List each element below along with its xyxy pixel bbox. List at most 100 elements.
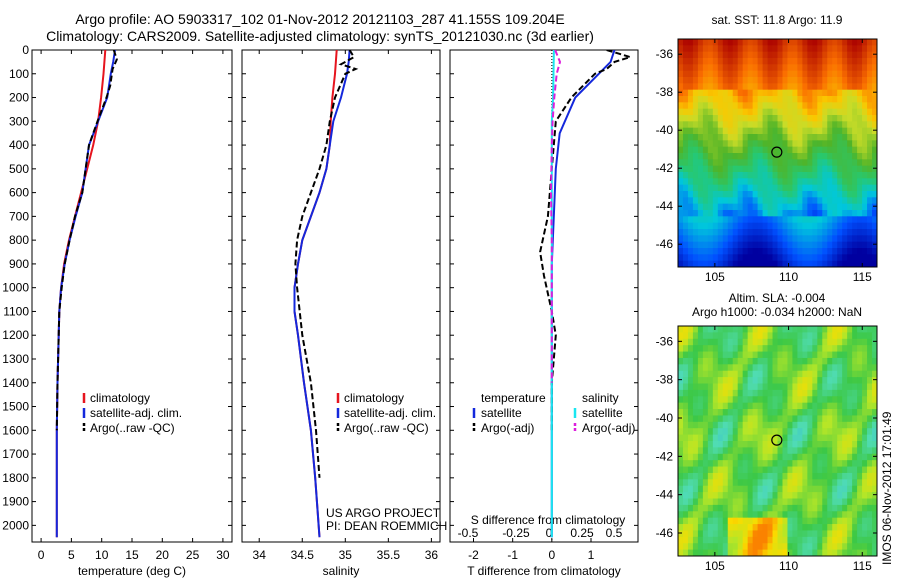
heatmap-cell bbox=[872, 511, 878, 519]
heatmap-cell bbox=[822, 434, 828, 442]
heatmap-cell bbox=[732, 165, 739, 173]
heatmap-cell bbox=[697, 421, 704, 429]
heatmap-cell bbox=[737, 453, 744, 461]
heatmap-cell bbox=[852, 460, 858, 467]
heatmap-cell bbox=[767, 159, 773, 167]
heatmap-cell bbox=[712, 83, 719, 91]
heatmap-cell bbox=[832, 172, 838, 179]
heatmap-cell bbox=[777, 396, 783, 404]
heatmap-cell bbox=[787, 434, 793, 442]
heatmap-cell bbox=[807, 260, 813, 268]
heatmap-cell bbox=[802, 197, 808, 205]
heatmap-cell bbox=[747, 415, 754, 423]
heatmap-cell bbox=[862, 517, 868, 525]
heatmap-cell bbox=[872, 524, 878, 531]
heatmap-cell bbox=[707, 396, 714, 404]
difference-legend-title: temperature bbox=[481, 391, 546, 405]
heatmap-cell bbox=[727, 415, 734, 423]
heatmap-cell bbox=[797, 466, 803, 474]
heatmap-cell bbox=[797, 216, 803, 224]
heatmap-cell bbox=[762, 351, 768, 359]
heatmap-cell bbox=[752, 402, 759, 410]
heatmap-cell bbox=[822, 517, 828, 525]
heatmap-cell bbox=[732, 402, 739, 410]
heatmap-cell bbox=[722, 428, 729, 436]
heatmap-cell bbox=[852, 260, 858, 268]
heatmap-cell bbox=[732, 96, 739, 103]
heatmap-cell bbox=[807, 517, 813, 525]
heatmap-cell bbox=[797, 159, 803, 167]
heatmap-cell bbox=[847, 159, 853, 167]
heatmap-cell bbox=[832, 434, 838, 442]
heatmap-cell bbox=[687, 165, 694, 173]
heatmap-cell bbox=[702, 441, 709, 448]
heatmap-cell bbox=[707, 222, 714, 230]
heatmap-cell bbox=[852, 345, 858, 352]
heatmap-cell bbox=[752, 222, 759, 230]
heatmap-cell bbox=[697, 409, 704, 416]
heatmap-cell bbox=[837, 191, 843, 198]
heatmap-cell bbox=[822, 77, 828, 84]
heatmap-cell bbox=[737, 389, 744, 397]
heatmap-cell bbox=[767, 96, 773, 103]
heatmap-cell bbox=[812, 248, 818, 255]
heatmap-cell bbox=[812, 210, 818, 217]
heatmap-cell bbox=[727, 421, 734, 429]
heatmap-cell bbox=[792, 134, 798, 141]
heatmap-cell bbox=[732, 121, 739, 129]
heatmap-cell bbox=[678, 421, 684, 429]
heatmap-cell bbox=[822, 460, 828, 467]
heatmap-cell bbox=[782, 64, 788, 72]
heatmap-cell bbox=[812, 504, 818, 512]
heatmap-cell bbox=[697, 428, 704, 436]
heatmap-cell bbox=[847, 536, 853, 544]
temperature-series-line bbox=[55, 50, 118, 431]
heatmap-cell bbox=[802, 108, 808, 116]
heatmap-cell bbox=[847, 338, 853, 346]
heatmap-cell bbox=[772, 115, 778, 122]
heatmap-cell bbox=[767, 543, 773, 551]
heatmap-cell bbox=[752, 498, 759, 506]
heatmap-cell bbox=[687, 389, 694, 397]
heatmap-cell bbox=[827, 89, 833, 97]
heatmap-cell bbox=[737, 409, 744, 416]
heatmap-cell bbox=[862, 146, 868, 154]
heatmap-cell bbox=[842, 184, 848, 192]
heatmap-cell bbox=[817, 326, 823, 333]
heatmap-cell bbox=[777, 517, 783, 525]
heatmap-cell bbox=[747, 421, 754, 429]
heatmap-cell bbox=[842, 51, 848, 59]
heatmap-cell bbox=[732, 357, 739, 365]
heatmap-cell bbox=[872, 146, 878, 154]
heatmap-cell bbox=[687, 45, 694, 53]
heatmap-cell bbox=[817, 504, 823, 512]
heatmap-cell bbox=[742, 191, 749, 198]
heatmap-cell bbox=[872, 159, 878, 167]
heatmap-cell bbox=[732, 389, 739, 397]
heatmap-cell bbox=[867, 377, 873, 384]
heatmap-cell bbox=[712, 492, 719, 499]
heatmap-cell bbox=[732, 39, 739, 46]
heatmap-cell bbox=[812, 364, 818, 372]
salinity-legend-label: climatology bbox=[344, 391, 404, 405]
heatmap-cell bbox=[812, 370, 818, 378]
heatmap-cell bbox=[747, 485, 754, 493]
sst-map-y-tick-label: -38 bbox=[656, 85, 674, 99]
footer-timestamp: IMOS 06-Nov-2012 17:01:49 bbox=[880, 411, 894, 565]
heatmap-cell bbox=[797, 260, 803, 268]
heatmap-cell bbox=[862, 511, 868, 519]
heatmap-cell bbox=[702, 159, 709, 167]
heatmap-cell bbox=[822, 383, 828, 391]
heatmap-cell bbox=[782, 140, 788, 148]
heatmap-cell bbox=[717, 127, 724, 135]
heatmap-cell bbox=[782, 134, 788, 141]
heatmap-cell bbox=[678, 447, 684, 455]
heatmap-cell bbox=[812, 479, 818, 487]
heatmap-cell bbox=[692, 260, 699, 268]
heatmap-cell bbox=[822, 108, 828, 116]
heatmap-cell bbox=[732, 504, 739, 512]
heatmap-cell bbox=[842, 102, 848, 110]
heatmap-cell bbox=[767, 351, 773, 359]
heatmap-cell bbox=[687, 472, 694, 480]
heatmap-cell bbox=[722, 421, 729, 429]
